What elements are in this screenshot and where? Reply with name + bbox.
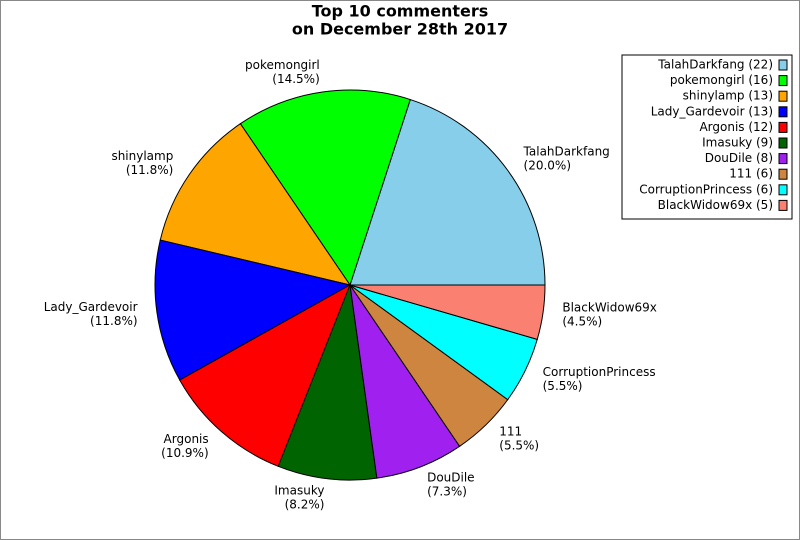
slice-label: DouDile	[427, 471, 474, 485]
slice-label: 111	[499, 425, 522, 439]
slice-label: CorruptionPrincess	[543, 365, 656, 379]
legend-swatch	[778, 184, 788, 196]
slice-label: shinylamp	[111, 149, 173, 163]
legend-swatch	[778, 90, 788, 102]
legend-swatch	[778, 75, 788, 87]
slice-value-label: (5.5%)	[499, 439, 539, 453]
slice-value-label: (11.8%)	[126, 163, 173, 177]
legend-swatch	[778, 153, 788, 165]
legend-label: CorruptionPrincess (6)	[639, 182, 773, 196]
slice-label: BlackWidow69x	[562, 301, 657, 315]
pie-slice	[239, 89, 411, 287]
slice-label: pokemongirl	[245, 58, 320, 72]
pie-slice	[349, 284, 546, 341]
legend-label: pokemongirl (16)	[670, 73, 773, 87]
pie-slice	[277, 283, 378, 481]
chart-title: Top 10 commenters	[312, 2, 489, 21]
slice-value-label: (14.5%)	[272, 72, 319, 86]
legend-label: DouDile (8)	[705, 151, 773, 165]
slice-label: TalahDarkfang	[523, 144, 610, 158]
legend-swatch	[778, 137, 788, 149]
legend-swatch	[778, 59, 788, 71]
pie-slice	[159, 123, 352, 286]
legend-swatch	[778, 168, 788, 180]
pie-slice	[154, 239, 352, 381]
pie-slice	[179, 283, 351, 467]
legend-label: BlackWidow69x (5)	[658, 198, 773, 212]
legend-label: shinylamp (13)	[683, 89, 773, 103]
legend-label: TalahDarkfang (22)	[657, 58, 773, 72]
chart-subtitle: on December 28th 2017	[292, 20, 508, 39]
legend-label: 111 (6)	[729, 167, 773, 181]
legend-label: Lady_Gardevoir (13)	[651, 104, 773, 118]
slice-label: Imasuky	[274, 483, 324, 497]
slice-value-label: (20.0%)	[524, 158, 571, 172]
slice-label: Lady_Gardevoir	[44, 300, 138, 314]
legend-swatch	[778, 121, 788, 133]
slice-value-label: (4.5%)	[562, 315, 602, 329]
legend-label: Imasuky (9)	[702, 136, 773, 150]
legend-box	[621, 54, 793, 220]
slice-value-label: (5.5%)	[543, 379, 583, 393]
legend-label: Argonis (12)	[699, 120, 773, 134]
legend-swatch	[778, 106, 788, 118]
legend-swatch	[778, 199, 788, 211]
slice-label: Argonis	[164, 432, 209, 446]
pie-slice	[349, 98, 546, 286]
slice-value-label: (7.3%)	[427, 485, 467, 499]
slice-value-label: (8.2%)	[285, 497, 325, 511]
slice-value-label: (10.9%)	[161, 446, 208, 460]
slice-value-label: (11.8%)	[90, 314, 137, 328]
